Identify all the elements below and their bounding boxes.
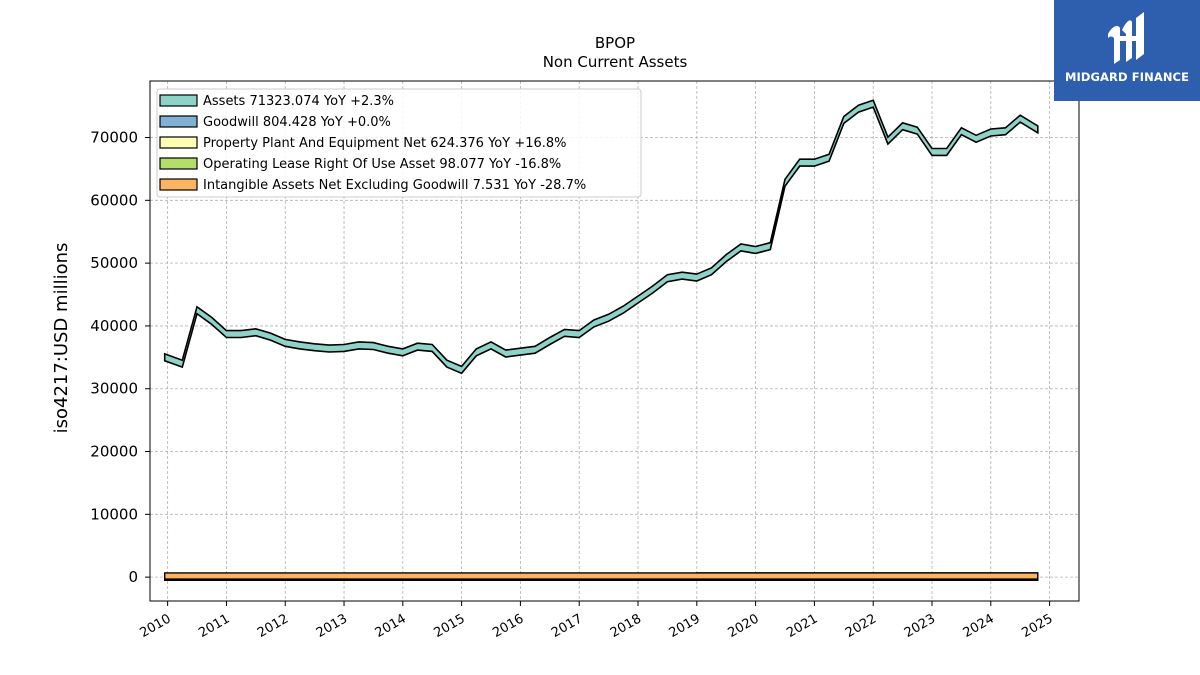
series-area-intangible bbox=[164, 572, 1039, 580]
legend-label: Property Plant And Equipment Net 624.376… bbox=[203, 136, 567, 151]
chart-subtitle: Non Current Assets bbox=[543, 53, 688, 71]
legend-label: Intangible Assets Net Excluding Goodwill… bbox=[203, 178, 586, 193]
x-tick-label: 2020 bbox=[725, 611, 761, 641]
x-tick-label: 2010 bbox=[137, 611, 173, 641]
x-tick-label: 2019 bbox=[667, 611, 703, 641]
chart-title: BPOP bbox=[595, 34, 635, 52]
series-area-assets bbox=[163, 99, 1039, 375]
x-tick-label: 2014 bbox=[373, 611, 409, 641]
y-axis: 0 10000 20000 30000 40000 50000 60000 70000 bbox=[90, 129, 150, 586]
legend-swatch bbox=[159, 178, 198, 191]
series-areas bbox=[163, 99, 1039, 581]
legend-label: Goodwill 804.428 YoY +0.0% bbox=[203, 115, 391, 130]
legend-label: Assets 71323.074 YoY +2.3% bbox=[203, 94, 394, 109]
legend-swatch bbox=[159, 94, 198, 107]
x-tick-label: 2015 bbox=[431, 611, 467, 641]
y-tick-label: 30000 bbox=[90, 380, 138, 398]
y-tick-label: 60000 bbox=[90, 191, 138, 209]
legend: Assets 71323.074 YoY +2.3% Goodwill 804.4… bbox=[156, 88, 642, 198]
legend-label: Operating Lease Right Of Use Asset 98.07… bbox=[203, 157, 561, 172]
y-tick-label: 20000 bbox=[90, 443, 138, 461]
brand-name: MIDGARD FINANCE bbox=[1064, 70, 1190, 84]
y-axis-label: iso4217:USD millions bbox=[51, 243, 72, 434]
x-tick-label: 2022 bbox=[843, 611, 879, 641]
x-tick-label: 2025 bbox=[1019, 611, 1055, 641]
x-tick-label: 2017 bbox=[549, 611, 585, 641]
brand-logo: MIDGARD FINANCE bbox=[1054, 0, 1200, 101]
x-tick-label: 2016 bbox=[490, 611, 526, 641]
x-tick-label: 2024 bbox=[961, 611, 997, 641]
legend-box bbox=[156, 88, 642, 198]
x-tick-label: 2023 bbox=[902, 611, 938, 641]
y-tick-label: 0 bbox=[128, 568, 138, 586]
y-tick-label: 50000 bbox=[90, 254, 138, 272]
x-axis: 2010 2011 2012 2013 2014 2015 2016 2017 2018 2019… bbox=[137, 601, 1056, 641]
x-tick-label: 2018 bbox=[608, 611, 644, 641]
plot-frame bbox=[149, 80, 1080, 602]
legend-swatch bbox=[159, 136, 198, 149]
x-tick-label: 2012 bbox=[255, 611, 291, 641]
x-tick-label: 2021 bbox=[784, 611, 820, 641]
y-tick-label: 70000 bbox=[90, 129, 138, 147]
legend-swatch bbox=[159, 115, 198, 128]
x-tick-label: 2011 bbox=[196, 611, 232, 641]
legend-swatch bbox=[159, 157, 198, 170]
midgard-logo-icon bbox=[1108, 12, 1144, 64]
y-tick-label: 10000 bbox=[90, 505, 138, 523]
x-tick-label: 2013 bbox=[314, 611, 350, 641]
y-tick-label: 40000 bbox=[90, 317, 138, 335]
